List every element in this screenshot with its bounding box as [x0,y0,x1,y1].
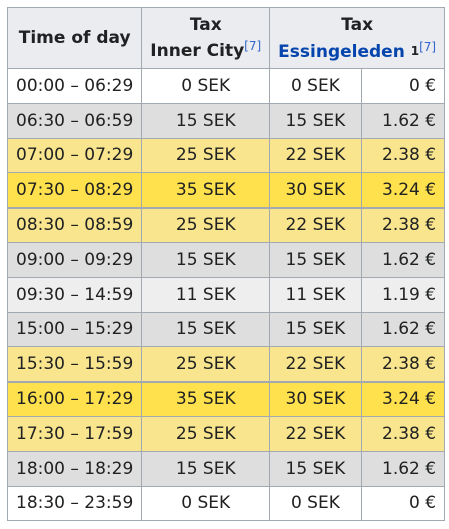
essingeleden-sek-cell: 22 SEK [269,137,362,174]
table-header-row: Time of day Tax Inner City[7] Tax Essing… [6,7,446,69]
inner-city-tax-cell: 15 SEK [141,450,271,487]
congestion-tax-table: Time of day Tax Inner City[7] Tax Essing… [6,7,446,522]
essingeleden-sek-cell: 30 SEK [269,380,362,417]
essingeleden-eur-cell: 2.38 € [360,206,446,243]
table-row: 15:00 – 15:29 15 SEK 15 SEK 1.62 € [6,311,446,348]
essingeleden-eur-cell: 0 € [360,485,446,522]
essingeleden-sek-cell: 15 SEK [269,311,362,348]
essingeleden-sek-cell: 11 SEK [269,276,362,313]
time-cell: 00:00 – 06:29 [6,68,143,104]
table-body: 00:00 – 06:29 0 SEK 0 SEK 0 €06:30 – 06:59 1… [6,68,446,522]
time-cell: 17:30 – 17:59 [6,415,143,452]
inner-city-tax-cell: 35 SEK [141,172,271,209]
essingeleden-sek-cell: 22 SEK [269,346,362,383]
essingeleden-eur-cell: 3.24 € [360,172,446,209]
inner-tax-label: Tax [189,15,222,35]
inner-city-tax-cell: 15 SEK [141,241,271,278]
inner-city-tax-cell: 15 SEK [141,311,271,348]
time-cell: 09:00 – 09:29 [6,241,143,278]
essingeleden-eur-cell: 0 € [360,68,446,104]
essingeleden-eur-cell: 1.19 € [360,276,446,313]
table-row: 17:30 – 17:59 25 SEK 22 SEK 2.38 € [6,415,446,452]
table-row: 08:30 – 08:59 25 SEK 22 SEK 2.38 € [6,206,446,243]
table-row: 09:00 – 09:29 15 SEK 15 SEK 1.62 € [6,241,446,278]
time-cell: 06:30 – 06:59 [6,102,143,139]
table-row: 07:00 – 07:29 25 SEK 22 SEK 2.38 € [6,137,446,174]
time-cell: 08:30 – 08:59 [6,206,143,243]
essingeleden-eur-cell: 1.62 € [360,450,446,487]
inner-city-reference[interactable]: [7] [244,39,262,53]
inner-city-tax-header: Tax Inner City[7] [141,7,271,69]
essingeleden-sek-cell: 22 SEK [269,206,362,243]
time-cell: 07:00 – 07:29 [6,137,143,174]
essingeleden-eur-cell: 2.38 € [360,415,446,452]
inner-city-tax-cell: 25 SEK [141,206,271,243]
essingeleden-eur-cell: 1.62 € [360,102,446,139]
table-row: 07:30 – 08:29 35 SEK 30 SEK 3.24 € [6,172,446,209]
essingeleden-link[interactable]: Essingeleden [278,41,405,62]
essingeleden-tax-header: Tax Essingeleden 1[7] [269,7,446,69]
table-row: 09:30 – 14:59 11 SEK 11 SEK 1.19 € [6,276,446,313]
essingeleden-eur-cell: 1.62 € [360,241,446,278]
inner-city-tax-cell: 25 SEK [141,137,271,174]
essingeleden-sek-cell: 0 SEK [269,68,362,104]
time-cell: 18:00 – 18:29 [6,450,143,487]
inner-city-tax-cell: 11 SEK [141,276,271,313]
essingeleden-footnote: 1 [410,43,420,58]
inner-city-label: Inner City [150,41,245,61]
time-cell: 15:00 – 15:29 [6,311,143,348]
inner-city-tax-cell: 25 SEK [141,346,271,383]
essingeleden-eur-cell: 1.62 € [360,311,446,348]
essingeleden-sek-cell: 15 SEK [269,241,362,278]
table-row: 18:30 – 23:59 0 SEK 0 SEK 0 € [6,485,446,522]
toll-table-wrapper: Time of day Tax Inner City[7] Tax Essing… [6,7,446,522]
essingeleden-sek-cell: 22 SEK [269,415,362,452]
essingeleden-sek-cell: 15 SEK [269,450,362,487]
essingeleden-tax-label: Tax [341,14,374,35]
inner-city-tax-cell: 35 SEK [141,380,271,417]
inner-city-tax-cell: 25 SEK [141,415,271,452]
inner-city-tax-cell: 15 SEK [141,102,271,139]
essingeleden-eur-cell: 3.24 € [360,380,446,417]
table-row: 16:00 – 17:29 35 SEK 30 SEK 3.24 € [6,380,446,417]
inner-city-tax-cell: 0 SEK [141,485,271,522]
table-row: 06:30 – 06:59 15 SEK 15 SEK 1.62 € [6,102,446,139]
time-cell: 18:30 – 23:59 [6,485,143,522]
table-row: 00:00 – 06:29 0 SEK 0 SEK 0 € [6,68,446,104]
essingeleden-eur-cell: 2.38 € [360,346,446,383]
essingeleden-reference[interactable]: [7] [419,39,437,54]
time-cell: 16:00 – 17:29 [6,380,143,417]
time-cell: 07:30 – 08:29 [6,172,143,209]
essingeleden-sek-cell: 15 SEK [269,102,362,139]
essingeleden-sek-cell: 0 SEK [269,485,362,522]
essingeleden-sek-cell: 30 SEK [269,172,362,209]
time-cell: 15:30 – 15:59 [6,346,143,383]
essingeleden-eur-cell: 2.38 € [360,137,446,174]
time-cell: 09:30 – 14:59 [6,276,143,313]
inner-city-tax-cell: 0 SEK [141,68,271,104]
table-row: 18:00 – 18:29 15 SEK 15 SEK 1.62 € [6,450,446,487]
table-row: 15:30 – 15:59 25 SEK 22 SEK 2.38 € [6,346,446,383]
time-of-day-header: Time of day [6,7,143,69]
